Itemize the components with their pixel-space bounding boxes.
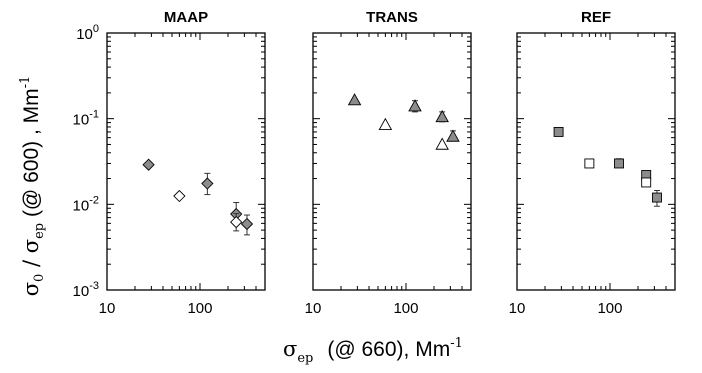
y-label-sub1: 0	[32, 274, 47, 282]
data-point-diamond	[230, 215, 243, 229]
data-point-triangle	[408, 99, 422, 112]
y-tick-base: 10	[76, 26, 93, 43]
data-point-diamond	[173, 189, 186, 203]
y-label-sigma: σ	[19, 282, 43, 296]
data-point-triangle	[435, 137, 449, 150]
x-label-sub: ep	[297, 351, 313, 366]
y-axis-label: σ0 / σep (@ 600) , Mm-1	[18, 76, 47, 297]
panel-title: TRANS	[366, 9, 418, 26]
panel-ref: REF 10 100	[509, 9, 676, 317]
data-point-diamond	[142, 158, 155, 171]
data-point-square	[641, 177, 652, 188]
data-point-diamond	[201, 177, 214, 190]
y-tick-label: 10-2	[73, 194, 99, 214]
x-label-sigma: σ	[283, 337, 297, 361]
panel-title: REF	[581, 9, 611, 26]
data-point-diamond	[240, 217, 254, 231]
plot-frame	[312, 32, 472, 291]
data-point-triangle	[347, 93, 362, 106]
y-tick-exp: -2	[89, 194, 99, 206]
data-point-square	[614, 158, 624, 169]
data-point-triangle	[378, 117, 393, 130]
y-tick-label: 100	[76, 23, 99, 43]
data-point-square	[584, 158, 595, 169]
x-tick-label: 100	[597, 300, 622, 317]
y-tick-base: 10	[73, 112, 90, 129]
x-axis-label: σep (@ 660), Mm-1	[283, 336, 463, 366]
x-label-sup: -1	[450, 336, 463, 351]
y-tick-base: 10	[73, 283, 90, 300]
plot-frame	[516, 32, 676, 291]
y-label-mid: / σ	[19, 239, 43, 274]
y-tick-exp: -1	[89, 109, 99, 121]
panel-trans: TRANS 10 100	[305, 9, 472, 317]
y-label-sub2: ep	[32, 223, 47, 239]
y-tick-label: 10-1	[73, 109, 99, 129]
y-tick-base: 10	[73, 197, 90, 214]
y-tick-exp: 0	[93, 23, 99, 35]
plot-frame	[106, 32, 266, 291]
y-tick-exp: -3	[89, 280, 99, 292]
panel-title: MAAP	[164, 9, 208, 26]
y-label-tail: (@ 600) , Mm	[20, 88, 43, 223]
data-point-triangle	[435, 109, 449, 123]
x-tick-label: 100	[187, 300, 212, 317]
x-tick-label: 10	[305, 300, 322, 317]
x-tick-label: 10	[99, 300, 116, 317]
data-point-square	[652, 192, 662, 203]
y-label-sup: -1	[18, 76, 33, 89]
data-point-square	[553, 126, 564, 137]
x-label-tail: (@ 660), Mm	[327, 338, 450, 361]
x-tick-label: 100	[393, 300, 418, 317]
x-tick-label: 10	[509, 300, 526, 317]
y-tick-label: 10-3	[73, 280, 99, 300]
data-point-triangle	[446, 129, 460, 142]
